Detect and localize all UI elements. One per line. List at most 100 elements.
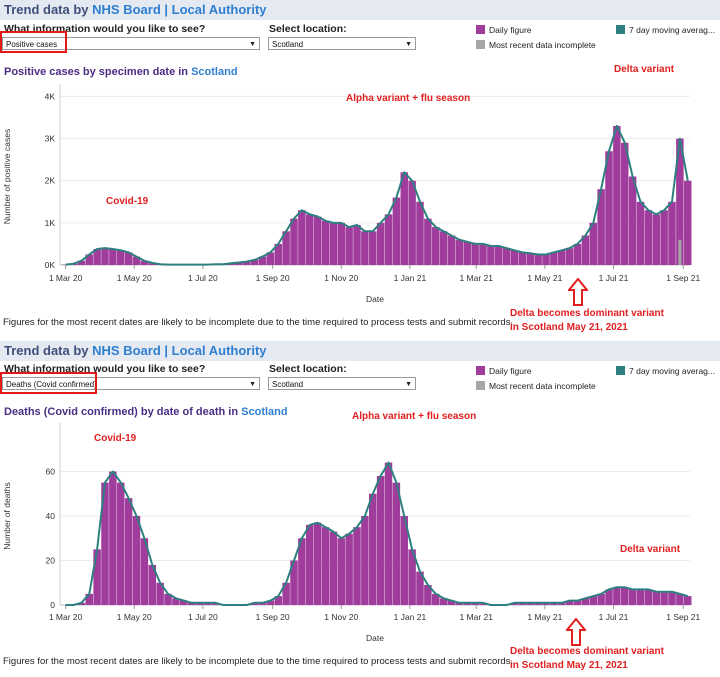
x-tick-label: 1 Jul 20 — [188, 273, 218, 283]
info-select[interactable]: Deaths (Covid confirmed) ▼ — [2, 377, 260, 390]
daily-bar — [140, 538, 149, 605]
daily-bar — [597, 593, 605, 605]
incomplete-data-note: Figures for the most recent dates are li… — [3, 656, 514, 667]
legend-moving-avg[interactable]: 7 day moving averag... — [616, 25, 715, 35]
daily-bar — [479, 243, 487, 265]
daily-bar — [487, 246, 495, 265]
daily-bar — [439, 598, 448, 605]
daily-bar — [676, 138, 684, 265]
daily-bar — [660, 210, 668, 265]
y-axis-label: Number of positive cases — [2, 129, 12, 224]
legend-daily[interactable]: Daily figure — [476, 25, 532, 35]
red-up-arrow-icon — [568, 278, 588, 306]
daily-bar — [266, 252, 275, 265]
y-tick-label: 2K — [45, 176, 56, 186]
daily-bar — [258, 256, 267, 265]
y-tick-label: 3K — [45, 134, 56, 144]
legend-daily-label: Daily figure — [489, 25, 532, 35]
daily-bar — [455, 602, 464, 605]
location-select[interactable]: Scotland ▼ — [268, 37, 416, 50]
annotation-alpha: Alpha variant + flu season — [352, 411, 477, 422]
legend-incomplete[interactable]: Most recent data incomplete — [476, 381, 596, 391]
daily-bar — [400, 172, 408, 265]
daily-bar — [384, 462, 393, 605]
daily-bar — [542, 602, 550, 605]
daily-bar — [148, 564, 156, 605]
annotation-covid: Covid-19 — [106, 196, 149, 207]
chevron-down-icon: ▼ — [249, 381, 256, 388]
daily-bar — [321, 220, 330, 265]
x-tick-label: 1 Jul 21 — [599, 612, 629, 622]
x-tick-label: 1 Sep 21 — [666, 612, 700, 622]
daily-bar — [101, 248, 109, 265]
daily-bar — [361, 231, 369, 265]
daily-bar — [77, 260, 86, 265]
daily-bar — [510, 602, 519, 605]
legend-moving-avg-label: 7 day moving averag... — [629, 25, 715, 35]
x-axis-label: Date — [366, 633, 384, 643]
daily-bar — [424, 584, 432, 605]
daily-bar — [597, 189, 605, 265]
daily-bar — [369, 231, 377, 265]
daily-bar — [416, 571, 424, 605]
daily-swatch — [476, 366, 485, 375]
daily-bar — [628, 589, 637, 605]
local-authority-link[interactable]: Local Authority — [171, 343, 267, 358]
daily-bar — [203, 602, 212, 605]
legend-incomplete-label: Most recent data incomplete — [489, 40, 596, 50]
annotation-dominant-line1: Delta becomes dominant variant — [510, 308, 664, 319]
location-select-label: Select location: — [269, 23, 347, 35]
daily-bar — [211, 602, 219, 605]
legend-daily-label: Daily figure — [489, 366, 532, 376]
daily-bar — [613, 125, 621, 265]
daily-bar — [495, 246, 503, 265]
chart-title-location: Scotland — [241, 406, 288, 418]
daily-bar — [550, 602, 558, 605]
daily-bar — [345, 227, 353, 265]
panel-header — [0, 0, 720, 20]
annotation-dominant-line2: in Scotland May 21, 2021 — [510, 322, 628, 333]
info-select-value: Deaths (Covid confirmed) — [6, 380, 97, 389]
x-tick-label: 1 May 21 — [527, 273, 562, 283]
positive-cases-panel: Trend data by NHS Board | Local Authorit… — [0, 0, 720, 333]
daily-bar — [117, 482, 125, 605]
daily-bar — [298, 210, 306, 265]
daily-bar — [668, 591, 676, 605]
x-tick-label: 1 Mar 20 — [49, 273, 83, 283]
info-select-value: Positive cases — [6, 40, 58, 49]
location-select[interactable]: Scotland ▼ — [268, 377, 416, 390]
daily-bar — [298, 538, 306, 605]
daily-bar — [369, 493, 377, 605]
local-authority-link[interactable]: Local Authority — [171, 2, 267, 17]
daily-bar — [124, 498, 133, 605]
daily-bar — [589, 596, 597, 605]
daily-bar — [337, 538, 345, 605]
daily-bar — [510, 250, 519, 265]
daily-bar — [408, 549, 416, 605]
daily-bar — [329, 531, 338, 605]
nhs-board-link[interactable]: NHS Board — [92, 2, 161, 17]
nhs-board-link[interactable]: NHS Board — [92, 343, 161, 358]
chevron-down-icon: ▼ — [405, 41, 412, 48]
x-tick-label: 1 Nov 20 — [324, 273, 358, 283]
y-tick-label: 20 — [46, 556, 56, 566]
legend-incomplete[interactable]: Most recent data incomplete — [476, 40, 596, 50]
incomplete-bar — [678, 239, 682, 265]
daily-bar — [85, 254, 93, 265]
header-title-text: Trend data by — [4, 2, 89, 17]
positive-cases-chart: 0K 1K 2K 3K 4K 1 Mar 20 1 May 20 1 Jul 20 1 Sep … — [2, 84, 701, 304]
legend-moving-avg[interactable]: 7 day moving averag... — [616, 366, 715, 376]
x-tick-label: 1 Jan 21 — [394, 612, 427, 622]
daily-bar — [502, 248, 511, 265]
daily-bar — [432, 227, 440, 265]
annotation-delta: Delta variant — [620, 544, 681, 555]
x-tick-label: 1 May 21 — [527, 612, 562, 622]
x-tick-label: 1 Sep 20 — [256, 612, 290, 622]
daily-bar — [243, 261, 251, 265]
daily-bar — [621, 587, 629, 605]
daily-bar — [581, 235, 590, 265]
daily-bar — [353, 224, 361, 265]
legend-daily[interactable]: Daily figure — [476, 366, 532, 376]
daily-bar — [628, 176, 637, 265]
panel-header-title: Trend data by NHS Board | Local Authorit… — [4, 2, 267, 17]
